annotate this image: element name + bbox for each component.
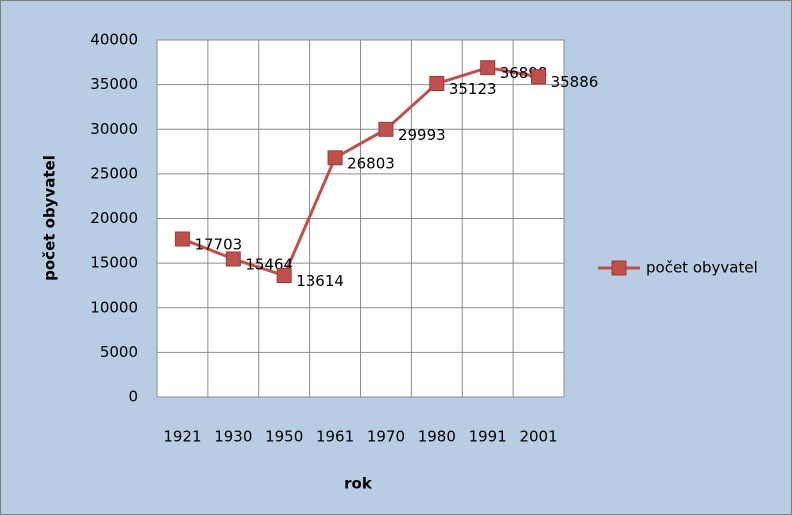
marker: [276, 267, 292, 283]
plot-border: [156, 39, 565, 398]
marker: [225, 251, 241, 267]
x-tick-label: 1980: [418, 428, 456, 446]
data-label: 35123: [449, 80, 497, 98]
x-tick-label: 1970: [367, 428, 405, 446]
series-line: [181, 66, 539, 278]
y-tick-label: 10000: [90, 298, 138, 316]
marker: [480, 60, 496, 76]
marker: [429, 76, 445, 92]
x-axis-title: rok: [344, 475, 373, 493]
data-label: 26803: [347, 154, 395, 172]
legend-label: počet obyvatel: [646, 259, 758, 277]
y-axis-title: počet obyvatel: [41, 155, 59, 281]
y-tick-label: 0: [128, 388, 138, 406]
x-tick-label: 1930: [214, 428, 252, 446]
x-tick-label: 1961: [316, 428, 354, 446]
x-tick-label: 2001: [519, 428, 557, 446]
data-label: 17703: [194, 236, 242, 254]
legend-marker: [611, 260, 627, 276]
x-tick-label: 1950: [265, 428, 303, 446]
data-label: 35886: [551, 73, 599, 91]
y-tick-label: 15000: [90, 254, 138, 272]
y-tick-label: 5000: [100, 343, 138, 361]
y-tick-label: 40000: [90, 31, 138, 49]
marker: [531, 69, 547, 85]
y-tick-label: 25000: [90, 164, 138, 182]
y-tick-label: 30000: [90, 120, 138, 138]
y-tick-label: 20000: [90, 209, 138, 227]
data-label: 29993: [398, 126, 446, 144]
marker: [174, 231, 190, 247]
x-tick-label: 1921: [163, 428, 201, 446]
marker: [378, 121, 394, 137]
x-tick-label: 1991: [469, 428, 507, 446]
marker: [327, 150, 343, 166]
y-tick-label: 35000: [90, 75, 138, 93]
data-label: 13614: [296, 272, 344, 290]
